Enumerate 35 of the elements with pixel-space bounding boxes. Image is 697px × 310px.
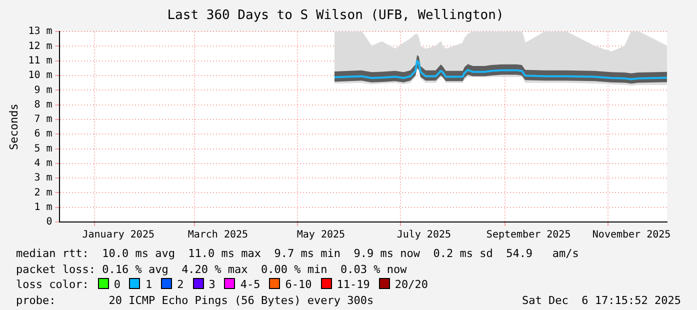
- y-tick-label: 3 m: [34, 172, 52, 184]
- x-tick-label: November 2025: [592, 230, 671, 241]
- x-tick-label: March 2025: [188, 230, 248, 241]
- y-tick-label: 6 m: [34, 128, 52, 140]
- text: 3: [208, 278, 216, 291]
- text: probe: 20 ICMP Echo Pings (56 Bytes) every 300s: [16, 294, 374, 306]
- y-tick-label: 0: [46, 216, 52, 228]
- text: packet loss: 0.16 % avg 4.20 % max 0.00 % min 0.03 % now: [16, 262, 407, 276]
- x-tick-label: January 2025: [82, 230, 154, 241]
- text: 6-10: [285, 278, 312, 291]
- text: 0: [114, 278, 120, 291]
- text: loss color:: [16, 278, 89, 291]
- text: 11-19: [336, 278, 370, 291]
- y-tick-label: 12 m: [28, 40, 52, 52]
- y-tick-label: 5 m: [34, 143, 52, 154]
- text: 20/20: [394, 278, 428, 291]
- y-tick-label: 4 m: [34, 158, 52, 170]
- text: 1: [145, 278, 152, 291]
- y-tick-label: 8 m: [34, 99, 52, 110]
- y-tick-label: 1 m: [34, 202, 52, 213]
- x-tick-label: September 2025: [486, 230, 571, 241]
- y-tick-label: 10 m: [28, 70, 52, 82]
- y-tick-label: 2 m: [34, 187, 52, 198]
- text: Sat Dec 6 17:15:52 2025: [522, 292, 681, 308]
- y-tick-label: 11 m: [28, 55, 52, 66]
- text: median rtt: 10.0 ms avg 11.0 ms max 9.7 ms min 9.9 ms now 0.2 ms sd 54.9 am/s: [16, 247, 579, 260]
- x-tick-label: July 2025: [396, 230, 452, 241]
- text: 2: [177, 278, 184, 291]
- y-axis-title: Seconds: [7, 104, 20, 150]
- y-tick-label: 13 m: [28, 26, 52, 38]
- chart-title: Last 360 Days to S Wilson (UFB, Wellington): [167, 8, 504, 24]
- text: 4-5: [240, 278, 260, 291]
- y-tick-label: 7 m: [34, 114, 52, 126]
- y-tick-label: 9 m: [34, 84, 52, 96]
- x-tick-label: May 2025: [296, 230, 346, 241]
